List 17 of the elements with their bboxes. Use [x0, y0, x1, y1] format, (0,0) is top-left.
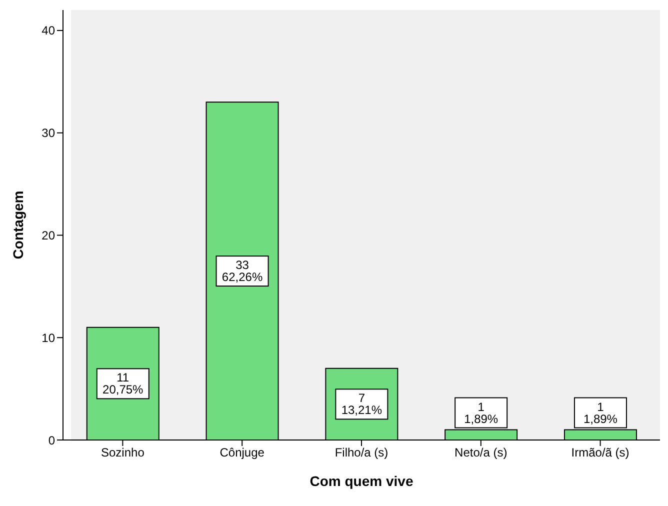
y-axis-title: Contagem [10, 190, 26, 260]
y-tick-label: 10 [42, 330, 56, 345]
y-tick-label: 30 [42, 126, 56, 140]
x-axis-title: Com quem vive [310, 473, 414, 489]
y-tick-label: 20 [42, 228, 56, 242]
x-tick-label: Neto/a (s) [454, 446, 508, 460]
y-tick-label: 0 [48, 433, 56, 448]
x-tick-label: Irmão/ã (s) [571, 446, 630, 460]
data-label: 7 13,21% [341, 391, 382, 418]
data-label: 1 1,89% [464, 400, 498, 426]
data-label: 33 62,26% [222, 258, 263, 284]
data-label: 11 20,75% [102, 370, 144, 397]
x-tick-label: Sozinho [101, 446, 145, 460]
data-label: 1 1,89% [583, 400, 618, 426]
x-tick-label: Cônjuge [220, 446, 265, 460]
y-tick-label: 40 [42, 24, 56, 38]
x-tick-label: Filho/a (s) [334, 446, 388, 460]
